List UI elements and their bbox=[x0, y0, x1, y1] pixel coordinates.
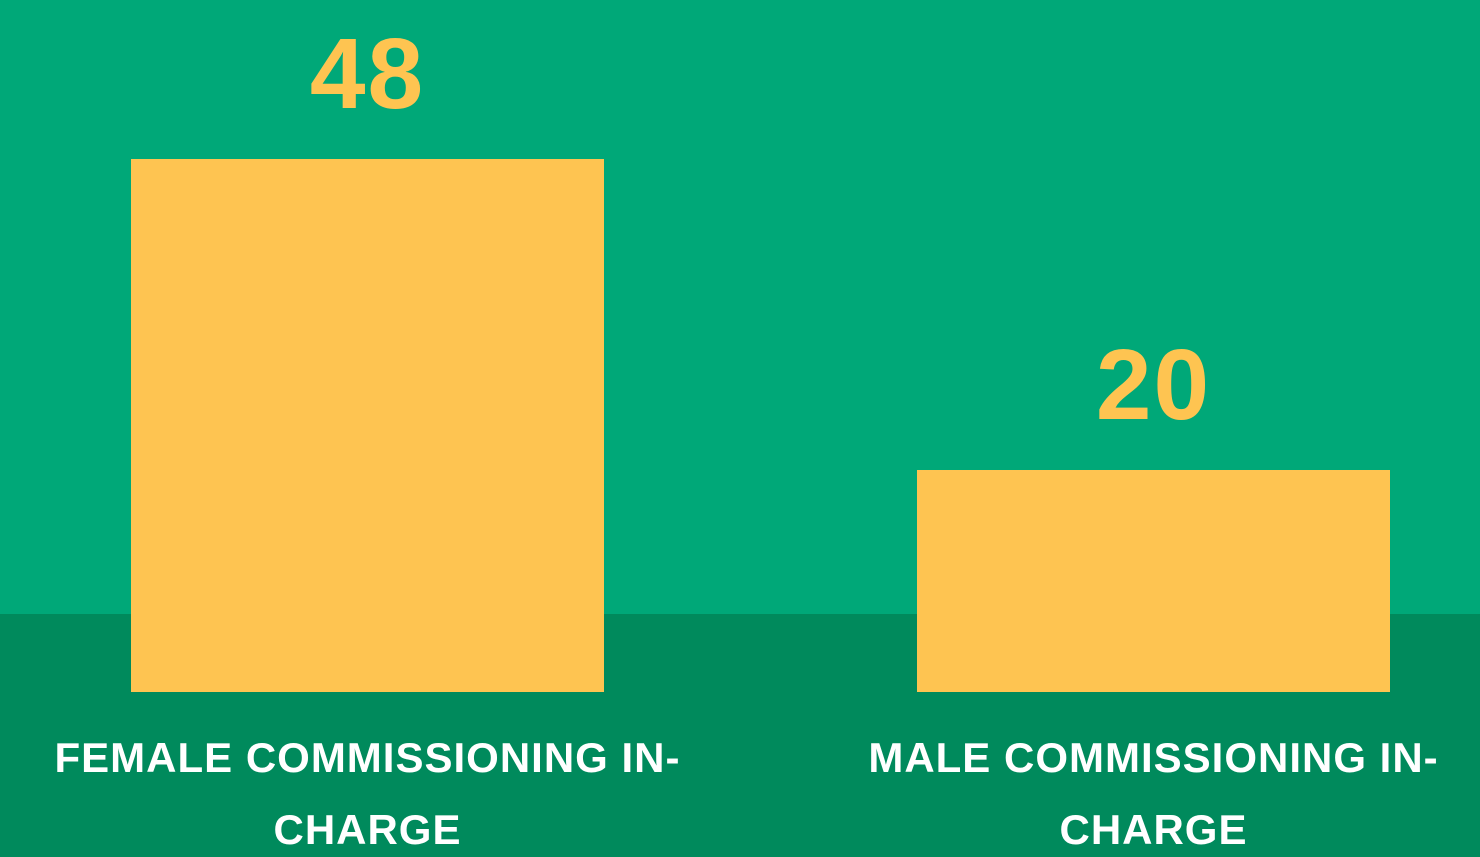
value-label: 20 bbox=[1095, 328, 1212, 441]
bar bbox=[131, 159, 604, 692]
bar bbox=[917, 469, 1390, 692]
category-label: FEMALE COMMISSIONING IN-CHARGE bbox=[54, 734, 681, 853]
category-label: MALE COMMISSIONING IN-CHARGE bbox=[868, 734, 1439, 853]
value-label: 48 bbox=[309, 18, 426, 130]
